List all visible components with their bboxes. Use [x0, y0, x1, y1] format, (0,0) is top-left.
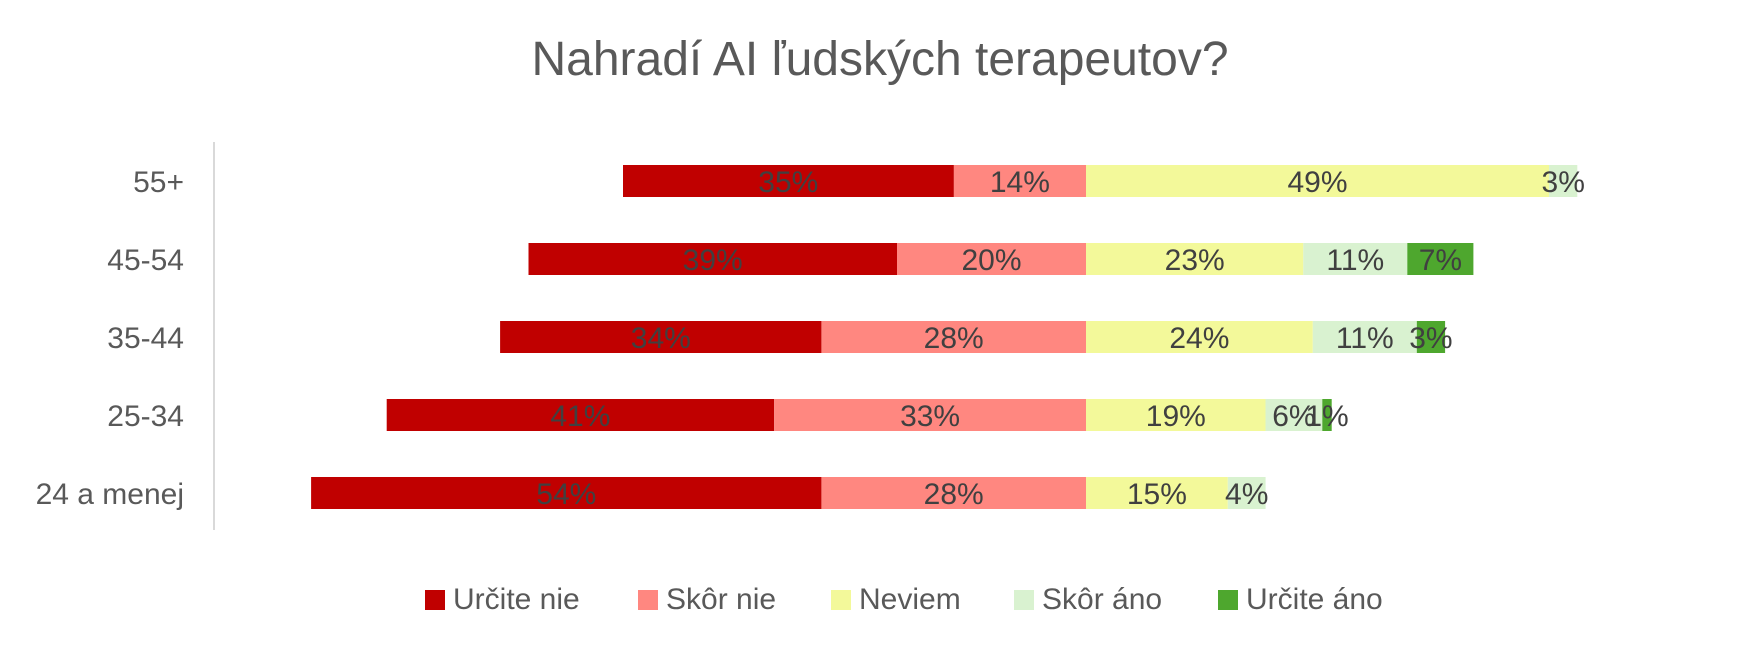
- data-label: 49%: [1287, 166, 1347, 199]
- category-label: 24 a menej: [36, 478, 184, 511]
- data-label: 23%: [1165, 244, 1225, 277]
- data-label: 19%: [1146, 400, 1206, 433]
- bar-segment: [1407, 243, 1474, 275]
- bar-segment: [386, 399, 775, 431]
- category-label: 55+: [133, 166, 184, 199]
- legend-swatch: [831, 590, 851, 610]
- bar-segment: [1312, 321, 1417, 353]
- data-label: 24%: [1169, 322, 1229, 355]
- legend-swatch: [1218, 590, 1238, 610]
- legend-swatch: [1014, 590, 1034, 610]
- data-label: 28%: [924, 478, 984, 511]
- bar-segment: [1265, 399, 1323, 431]
- data-label: 35%: [758, 166, 818, 199]
- data-label: 20%: [961, 244, 1021, 277]
- data-label: 1%: [1305, 400, 1348, 433]
- bar-segment: [1086, 165, 1549, 197]
- data-label: 14%: [990, 166, 1050, 199]
- legend-label: Skôr áno: [1042, 583, 1162, 616]
- bar-segment: [1416, 321, 1446, 353]
- bar-segment: [1303, 243, 1408, 275]
- bar-segment: [821, 477, 1086, 509]
- category-label: 35-44: [107, 322, 184, 355]
- bar-segment: [1086, 477, 1228, 509]
- bar-segment: [623, 165, 954, 197]
- data-label: 7%: [1419, 244, 1462, 277]
- bar-segment: [953, 165, 1086, 197]
- data-label: 41%: [550, 400, 610, 433]
- legend-label: Určite nie: [453, 583, 580, 616]
- data-label: 15%: [1127, 478, 1187, 511]
- bar-segment: [1086, 243, 1304, 275]
- data-label: 34%: [631, 322, 691, 355]
- category-label: 25-34: [107, 400, 184, 433]
- data-label: 4%: [1225, 478, 1268, 511]
- data-label: 33%: [900, 400, 960, 433]
- bar-segment: [500, 321, 822, 353]
- legend-label: Skôr nie: [666, 583, 776, 616]
- bar-segment: [1549, 165, 1578, 197]
- data-labels-layer: 14% 35% 49% 3% 20% 39% 23% 11% 7% 28% 34% 24% 11% 3% 3…: [536, 166, 1585, 511]
- bar-segment: [897, 243, 1086, 275]
- legend-swatch: [425, 590, 445, 610]
- legend-label: Neviem: [859, 583, 961, 616]
- category-labels-layer: 55+ 45-54 35-44 25-34 24 a menej: [36, 166, 184, 511]
- bar-segment: [528, 243, 897, 275]
- legend: Určite nie Skôr nie Neviem Skôr áno Určite á…: [425, 583, 1383, 616]
- bar-segment: [311, 477, 822, 509]
- bar-segment: [1227, 477, 1266, 509]
- category-label: 45-54: [107, 244, 184, 277]
- chart-title: Nahradí AI ľudských terapeutov?: [531, 33, 1228, 86]
- data-label: 3%: [1542, 166, 1585, 199]
- bar-segment: [1322, 399, 1332, 431]
- data-label: 3%: [1409, 322, 1452, 355]
- data-label: 11%: [1326, 244, 1384, 277]
- data-label: 28%: [924, 322, 984, 355]
- legend-swatch: [638, 590, 658, 610]
- bar-segment: [1086, 321, 1313, 353]
- data-label: 11%: [1336, 322, 1394, 355]
- bar-segment: [821, 321, 1086, 353]
- data-label: 39%: [683, 244, 743, 277]
- bars-layer: [311, 165, 1578, 509]
- data-label: 54%: [536, 478, 596, 511]
- bar-segment: [1086, 399, 1266, 431]
- legend-label: Určite áno: [1246, 583, 1383, 616]
- data-label: 6%: [1272, 400, 1315, 433]
- bar-segment: [774, 399, 1086, 431]
